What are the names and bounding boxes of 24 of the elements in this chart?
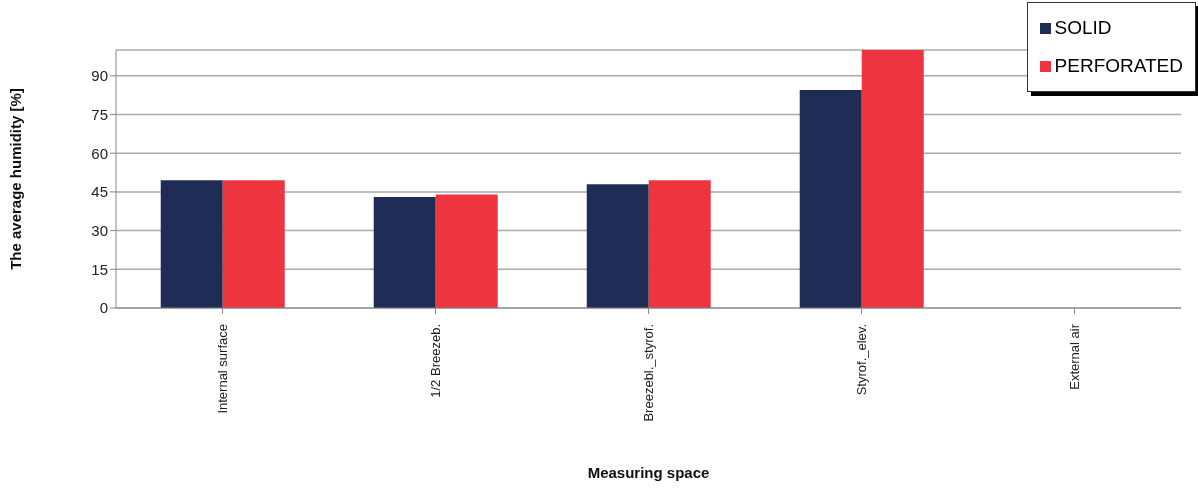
bar bbox=[799, 89, 862, 308]
y-tick-label: 90 bbox=[91, 67, 108, 85]
x-tick-label: External air bbox=[1067, 323, 1082, 390]
x-tick-label: Internal surface bbox=[215, 324, 230, 414]
bar bbox=[160, 180, 223, 308]
y-tick-label: 30 bbox=[91, 221, 108, 239]
bar bbox=[861, 50, 924, 308]
x-tick-label: Styrof._elev. bbox=[854, 324, 869, 396]
bar bbox=[648, 180, 711, 308]
legend-label: SOLID bbox=[1054, 17, 1112, 39]
y-tick-label: 75 bbox=[91, 105, 108, 123]
y-tick-label: 60 bbox=[91, 144, 108, 162]
y-axis-title: The average humidity [%] bbox=[7, 88, 25, 270]
bar bbox=[373, 197, 436, 308]
bar bbox=[586, 184, 649, 308]
x-tick-label: Breezebl._styrof. bbox=[641, 324, 656, 422]
x-tick-label: 1/2 Breezeb. bbox=[428, 324, 443, 398]
y-tick-label: 0 bbox=[99, 299, 108, 317]
bar bbox=[435, 194, 498, 308]
x-axis-title: Measuring space bbox=[587, 464, 710, 481]
legend-label: PERFORATED bbox=[1054, 55, 1183, 77]
y-tick-label: 45 bbox=[91, 183, 108, 201]
y-tick-label: 15 bbox=[91, 260, 108, 278]
bar bbox=[222, 180, 285, 308]
